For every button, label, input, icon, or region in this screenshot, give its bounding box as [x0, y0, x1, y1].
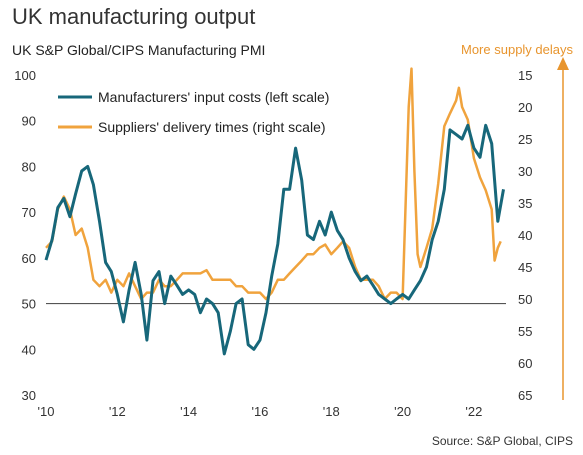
right-tick-label: 45: [518, 260, 532, 275]
x-axis: '10 '12 '14 '16 '18 '20 '22: [38, 404, 483, 419]
left-tick-label: 80: [22, 159, 36, 174]
right-tick-label: 55: [518, 324, 532, 339]
right-tick-label: 35: [518, 196, 532, 211]
x-tick-label: '16: [251, 404, 268, 419]
series-line-delivery-times: [45, 67, 502, 301]
left-tick-label: 30: [22, 388, 36, 403]
right-axis-note: More supply delays: [461, 42, 573, 57]
legend-label-input-costs: Manufacturers' input costs (left scale): [98, 89, 329, 105]
chart-title: UK manufacturing output: [12, 4, 256, 29]
right-axis: 15 20 25 30 35 40 45 50 55 60 65: [518, 68, 532, 403]
right-tick-label: 25: [518, 132, 532, 147]
legend: Manufacturers' input costs (left scale) …: [58, 89, 329, 135]
source-note: Source: S&P Global, CIPS: [431, 434, 573, 448]
legend-label-delivery-times: Suppliers' delivery times (right scale): [98, 119, 326, 135]
left-tick-label: 60: [22, 251, 36, 266]
right-tick-label: 15: [518, 68, 532, 83]
right-tick-label: 40: [518, 228, 532, 243]
left-tick-label: 70: [22, 205, 36, 220]
left-axis: 30 40 50 60 70 80 90 100: [14, 68, 36, 403]
x-tick-label: '18: [323, 404, 340, 419]
left-tick-label: 50: [22, 297, 36, 312]
left-tick-label: 100: [14, 68, 36, 83]
right-tick-label: 60: [518, 356, 532, 371]
supply-delay-arrow-icon: [557, 57, 569, 400]
right-tick-label: 30: [518, 164, 532, 179]
right-tick-label: 50: [518, 292, 532, 307]
x-tick-label: '22: [465, 404, 482, 419]
x-tick-label: '14: [180, 404, 197, 419]
x-tick-label: '12: [109, 404, 126, 419]
series-line-input-costs: [44, 123, 505, 356]
left-tick-label: 90: [22, 114, 36, 129]
left-tick-label: 40: [22, 342, 36, 357]
right-tick-label: 20: [518, 100, 532, 115]
x-tick-label: '10: [38, 404, 55, 419]
chart-subtitle: UK S&P Global/CIPS Manufacturing PMI: [12, 42, 266, 58]
right-tick-label: 65: [518, 388, 532, 403]
x-tick-label: '20: [394, 404, 411, 419]
